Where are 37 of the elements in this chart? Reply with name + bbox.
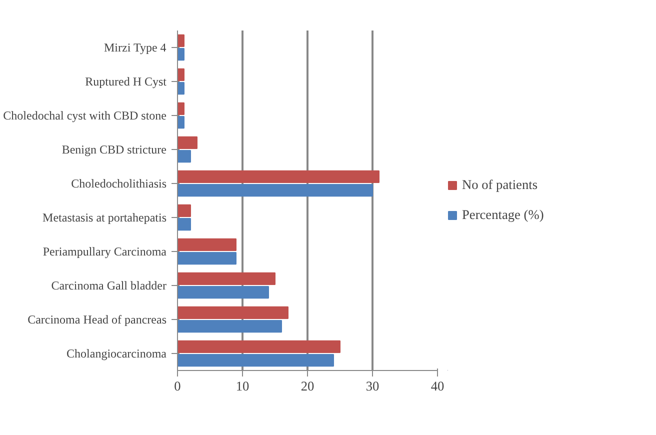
- x-tick-label: 10: [236, 378, 250, 394]
- x-tick-label: 40: [430, 378, 444, 394]
- legend-label: Percentage (%): [462, 207, 544, 223]
- bar: [178, 68, 184, 81]
- y-tick-label: Metastasis at portahepatis: [42, 210, 167, 224]
- y-tick-label: Choledochal cyst with CBD stone: [3, 108, 167, 122]
- bar: [178, 82, 184, 95]
- bar: [178, 170, 380, 183]
- bar: [178, 354, 334, 367]
- bar: [178, 184, 373, 197]
- bar: [178, 34, 184, 47]
- x-tick-label: 0: [174, 378, 182, 394]
- bar: [178, 102, 184, 115]
- bar: [178, 218, 191, 231]
- bar: [178, 286, 269, 299]
- bar: [178, 252, 236, 265]
- y-tick-label: Periampullary Carcinoma: [42, 244, 168, 258]
- y-tick-label: Mirzi Type 4: [104, 40, 166, 54]
- bar: [178, 150, 191, 163]
- bar: [178, 320, 282, 333]
- bar: [178, 306, 288, 319]
- x-tick-label: 30: [366, 378, 380, 394]
- x-tick-label: 20: [300, 378, 314, 394]
- y-tick-label: Cholangiocarcinoma: [66, 346, 168, 360]
- bar: [178, 48, 184, 61]
- bar: [178, 136, 198, 149]
- bar: [178, 204, 191, 217]
- bar: [178, 272, 276, 285]
- bar: [178, 340, 340, 353]
- bar: [178, 238, 236, 251]
- legend-label: No of patients: [462, 177, 538, 193]
- y-tick-label: Carcinoma Head of pancreas: [28, 312, 167, 326]
- bar: [178, 116, 184, 129]
- y-tick-label: Choledocholithiasis: [71, 176, 167, 190]
- y-tick-label: Carcinoma Gall bladder: [51, 278, 167, 292]
- y-tick-label: Benign CBD stricture: [62, 142, 166, 156]
- y-tick-label: Ruptured H Cyst: [85, 74, 168, 88]
